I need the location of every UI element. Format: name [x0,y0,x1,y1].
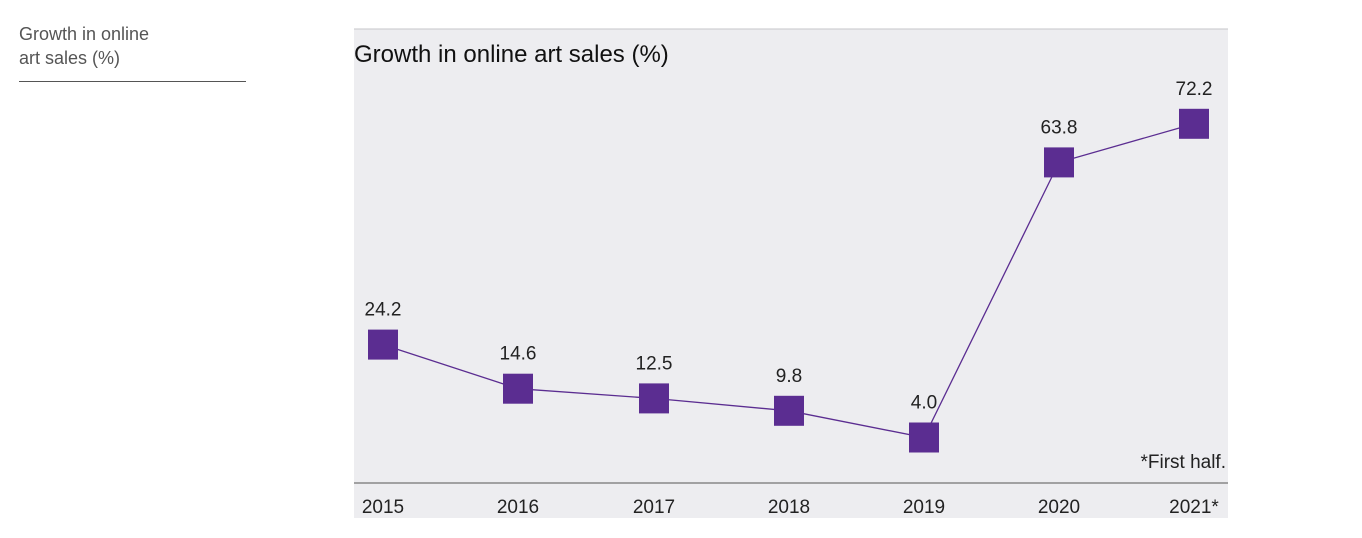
data-labels-group: 24.2 14.6 12.5 9.8 4.0 63.8 72.2 [365,79,1213,414]
data-label: 63.8 [1041,117,1078,138]
data-point-marker [503,373,533,404]
x-tick-label: 2019 [903,497,945,518]
data-point-marker [368,329,398,360]
chart-footnote: *First half. [1140,452,1226,473]
data-point-marker [909,422,939,453]
x-tick-label: 2018 [768,497,810,518]
x-tick-label: 2020 [1038,497,1080,518]
markers-group [368,108,1209,453]
data-label: 9.8 [776,366,802,387]
x-tick-label: 2021* [1169,497,1219,518]
data-point-marker [774,395,804,426]
data-point-marker [639,383,669,414]
data-label: 12.5 [636,353,673,374]
x-tick-label: 2017 [633,497,675,518]
data-point-marker [1044,147,1074,178]
sidebar-caption: Growth in online art sales (%) [19,22,246,82]
data-point-marker [1179,108,1209,139]
x-tick-labels-group: 2015 2016 2017 2018 2019 2020 2021* [362,497,1220,518]
data-label: 4.0 [911,393,937,414]
data-label: 24.2 [365,300,402,321]
chart-background [354,29,1228,518]
data-label: 72.2 [1176,79,1213,100]
x-tick-label: 2016 [497,497,539,518]
data-label: 14.6 [500,344,537,365]
x-tick-label: 2015 [362,497,404,518]
chart-title: Growth in online art sales (%) [354,41,669,68]
